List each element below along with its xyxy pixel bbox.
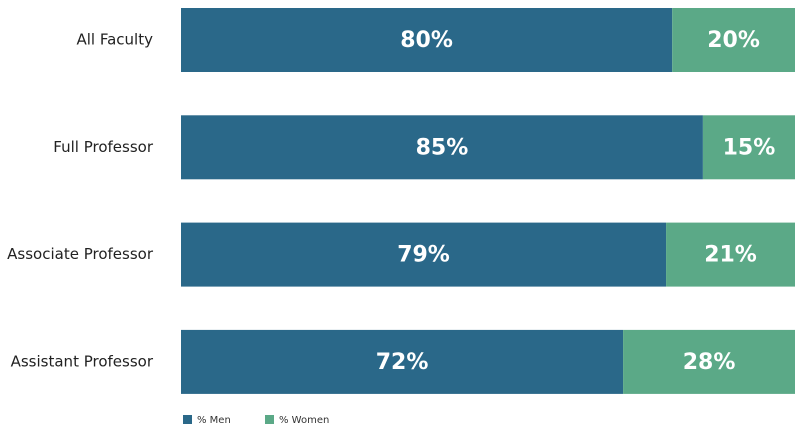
value-label: 20% bbox=[707, 28, 760, 53]
category-label: Assistant Professor bbox=[11, 352, 154, 370]
bar-segment bbox=[181, 8, 673, 72]
bar-segment bbox=[672, 8, 795, 72]
category-label: All Faculty bbox=[77, 31, 154, 49]
bar-segment bbox=[181, 115, 703, 180]
value-label: 28% bbox=[683, 350, 736, 375]
legend-label: % Men bbox=[197, 415, 231, 426]
legend-swatch bbox=[183, 415, 192, 424]
value-label: 79% bbox=[397, 243, 450, 268]
value-label: 72% bbox=[376, 350, 429, 375]
bar-segment bbox=[702, 115, 795, 180]
bar-segment bbox=[666, 222, 795, 287]
bar-segment bbox=[181, 222, 667, 287]
legend-swatch bbox=[265, 415, 274, 424]
value-label: 80% bbox=[400, 28, 453, 53]
bar-segment bbox=[181, 329, 624, 394]
category-label: Full Professor bbox=[53, 138, 154, 156]
bar-segment bbox=[623, 329, 795, 394]
value-label: 85% bbox=[416, 135, 469, 160]
category-label: Associate Professor bbox=[7, 245, 154, 263]
legend-label: % Women bbox=[279, 415, 329, 426]
value-label: 15% bbox=[723, 135, 776, 160]
value-label: 21% bbox=[704, 243, 757, 268]
